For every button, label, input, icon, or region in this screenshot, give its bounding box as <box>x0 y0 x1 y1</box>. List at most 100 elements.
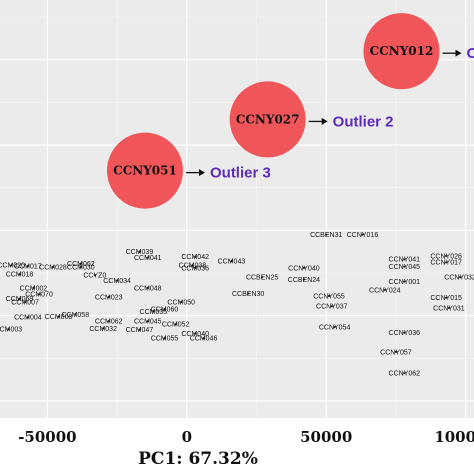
data-point <box>403 331 406 334</box>
data-point-label: CCBEN25 <box>246 275 278 282</box>
data-point <box>180 300 183 304</box>
data-point-label: CCM017 <box>14 264 42 271</box>
data-point <box>51 265 55 269</box>
data-point-label: CCM046 <box>190 336 218 343</box>
data-point <box>403 280 406 283</box>
data-point-label: CCM040 <box>181 331 209 338</box>
data-point <box>79 262 82 265</box>
x-tick-label: -50000 <box>18 428 76 446</box>
data-point <box>79 265 82 269</box>
data-point-label: CCBEN24 <box>288 277 320 284</box>
data-point <box>37 293 41 296</box>
data-point <box>302 278 306 281</box>
data-point-label: CCM048 <box>134 285 162 292</box>
data-point <box>93 274 96 277</box>
data-points: CCNY016 CCBEN31 CCM039 CCM042 CCM041 CCM043 CC… <box>0 232 474 378</box>
outlier-point-label: CCNY051 <box>113 164 177 178</box>
outlier-marker <box>106 132 183 209</box>
data-point-label: CCNY001 <box>389 279 421 286</box>
data-point-label: CCM007 <box>11 299 39 306</box>
outlier-marker <box>363 13 440 90</box>
data-point <box>403 265 406 268</box>
data-point <box>163 337 166 340</box>
data-point-label: CCM018 <box>6 272 34 279</box>
outlier-point-label: CCNY012 <box>370 44 434 58</box>
callout-arrow-head <box>321 117 328 125</box>
data-point <box>445 254 448 258</box>
data-point <box>32 286 35 290</box>
data-point-label: CCNY057 <box>380 349 412 356</box>
data-point-label: CCNY017 <box>430 260 462 267</box>
data-point <box>194 266 197 269</box>
data-point <box>330 305 333 308</box>
data-point-label: CCM023 <box>95 294 123 301</box>
data-point <box>107 320 110 323</box>
data-point-label: CCM050 <box>167 299 195 306</box>
data-point-label: CCM003 <box>0 327 22 334</box>
x-axis-title: PC1: 67.32% <box>138 449 258 469</box>
data-point <box>146 286 149 290</box>
data-point-label: CCM030 <box>67 264 95 271</box>
data-point <box>26 265 29 268</box>
data-point <box>403 258 406 261</box>
data-point-label: CCBEN31 <box>310 232 342 239</box>
data-point <box>447 306 451 310</box>
data-point <box>57 315 60 318</box>
data-point <box>194 255 197 258</box>
data-point <box>146 256 149 259</box>
data-point <box>230 259 233 263</box>
data-point <box>174 323 177 326</box>
data-point <box>152 310 155 313</box>
data-point <box>247 292 250 295</box>
x-axis-ticks: -50000 0 50000 100000 <box>18 428 474 446</box>
data-point <box>18 297 21 300</box>
data-point-label: CCM058 <box>61 312 89 319</box>
data-point-label: CCM070 <box>25 292 53 299</box>
data-point-label: CCNY055 <box>313 293 345 300</box>
data-point <box>18 273 21 276</box>
data-point <box>102 327 105 330</box>
outlier-callout-label: Outlier 3 <box>210 165 271 182</box>
data-point-label: CCNY026 <box>430 253 462 260</box>
data-point-label: CCNY016 <box>347 232 379 239</box>
data-point-label: CCM041 <box>134 255 162 262</box>
data-point-label: CCM038 <box>179 263 207 270</box>
data-point <box>325 233 328 236</box>
data-point-label: CCYZ0 <box>83 273 106 280</box>
data-point-label: CCNY031 <box>433 305 465 312</box>
data-point-label: CCM028 <box>39 264 67 271</box>
data-point <box>7 328 10 331</box>
data-point-label: CCM052 <box>162 322 190 329</box>
data-point-label: CCNY054 <box>319 325 351 332</box>
outlier-marker <box>229 81 306 158</box>
data-point-label: CCNY040 <box>288 265 320 272</box>
data-point-label: CCM060 <box>151 307 179 314</box>
data-point-label: CCM069 <box>6 296 34 303</box>
data-point-label: CCM055 <box>151 336 179 343</box>
data-point <box>458 276 462 279</box>
data-point <box>445 296 448 299</box>
data-point <box>361 233 364 236</box>
data-point-label: CCNY045 <box>389 264 421 271</box>
data-point-label: CCM004 <box>14 315 42 322</box>
outlier-point-label: CCNY027 <box>236 112 300 126</box>
data-point-label: CCM042 <box>181 254 209 261</box>
data-point-label: CCNY015 <box>430 295 462 302</box>
data-point-label: CCNY041 <box>389 257 421 264</box>
data-point-label: CCM020 <box>0 263 25 270</box>
data-point <box>116 279 119 282</box>
data-point-label: CCBEN30 <box>232 291 264 298</box>
data-point-label: CCNY036 <box>389 330 421 337</box>
data-point-label: CCM035 <box>140 309 168 316</box>
data-point <box>163 308 166 311</box>
data-point-label: CCM047 <box>126 327 154 334</box>
data-point <box>26 316 29 319</box>
data-point <box>146 320 149 323</box>
data-point-label: CCM002 <box>20 285 48 292</box>
data-point <box>10 264 13 267</box>
data-point-label: CCM039 <box>126 249 154 256</box>
data-point <box>445 261 448 264</box>
data-point <box>403 372 406 375</box>
data-point-label: CCM032 <box>89 326 117 333</box>
